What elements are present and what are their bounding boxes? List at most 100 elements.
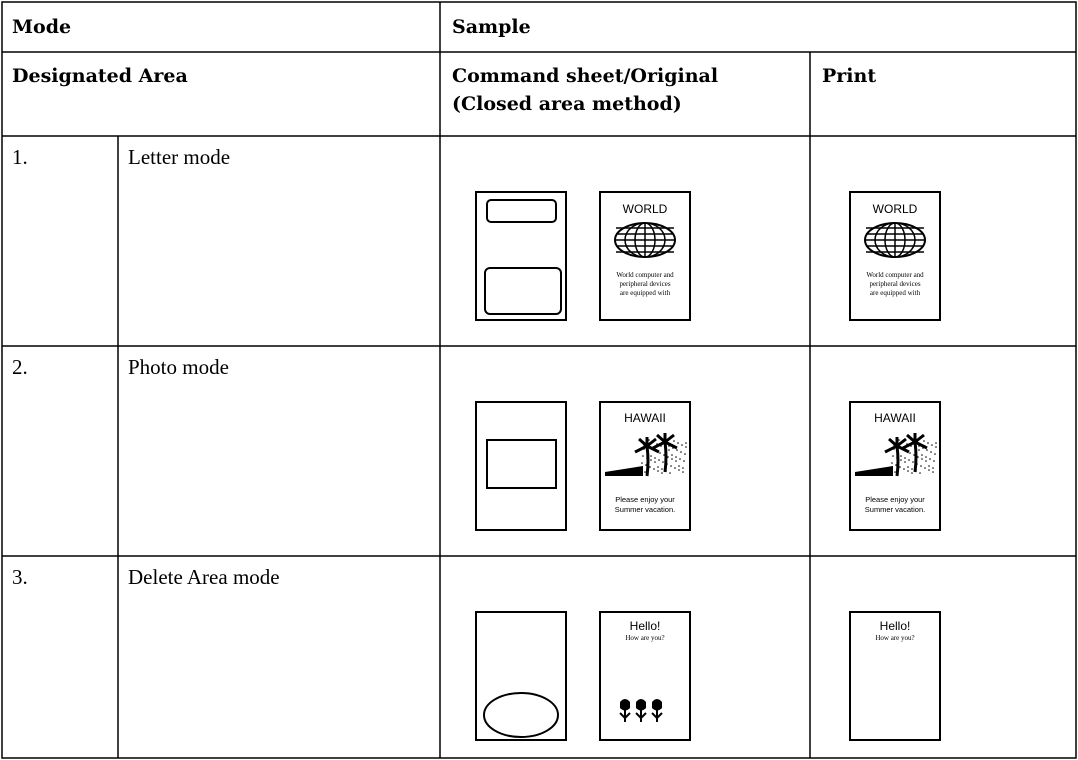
dot: [930, 451, 932, 453]
header-cell: Sample: [452, 16, 531, 38]
palm-leaves: [634, 437, 660, 454]
original-page: [599, 611, 691, 741]
tulip: [652, 699, 662, 711]
dot: [921, 458, 923, 460]
dot: [900, 455, 902, 457]
dot: [669, 472, 671, 474]
dot: [934, 453, 936, 455]
dot: [667, 456, 669, 458]
dot: [904, 457, 906, 459]
dot: [679, 458, 681, 460]
mode-name: Letter mode: [128, 145, 230, 169]
dot: [898, 439, 900, 441]
print-page: [849, 611, 941, 741]
dot: [903, 468, 905, 470]
dot: [925, 460, 927, 462]
dot: [907, 466, 909, 468]
command-sheet: [475, 191, 567, 321]
dot: [928, 469, 930, 471]
mode-name: Delete Area mode: [128, 565, 280, 589]
dot: [657, 466, 659, 468]
dot: [661, 468, 663, 470]
dot: [678, 465, 680, 467]
dot: [659, 452, 661, 454]
print-text: WORLD: [873, 202, 918, 216]
dot: [927, 442, 929, 444]
palm: [913, 441, 918, 473]
dot: [904, 461, 906, 463]
header-cell: Command sheet/Original: [452, 65, 718, 87]
original-text: World computer and: [616, 271, 674, 279]
row-number: 3.: [12, 565, 28, 589]
dot: [894, 471, 896, 473]
dot: [912, 461, 914, 463]
print-page: [849, 401, 941, 531]
dot: [682, 467, 684, 469]
dot: [663, 454, 665, 456]
dot: [673, 440, 675, 442]
dot: [907, 470, 909, 472]
dot: [648, 439, 650, 441]
dot: [644, 471, 646, 473]
print-text: are equipped with: [870, 289, 921, 297]
dot: [657, 470, 659, 472]
dot: [675, 460, 677, 462]
row-number: 1.: [12, 145, 28, 169]
dot: [658, 459, 660, 461]
palm: [663, 441, 668, 473]
dot: [923, 440, 925, 442]
dot: [911, 468, 913, 470]
original-page: [599, 191, 691, 321]
dot: [641, 462, 643, 464]
dot: [662, 461, 664, 463]
print-page: [849, 191, 941, 321]
dot: [892, 455, 894, 457]
dot: [891, 462, 893, 464]
dot: [932, 471, 934, 473]
dot: [661, 472, 663, 474]
dot: [674, 467, 676, 469]
dot: [920, 465, 922, 467]
tulip: [636, 699, 646, 711]
dot: [900, 459, 902, 461]
print-text: Summer vacation.: [865, 505, 925, 514]
dot: [935, 446, 937, 448]
dot: [919, 472, 921, 474]
dot: [908, 459, 910, 461]
designated-area: [483, 692, 559, 738]
mode-name: Photo mode: [128, 355, 229, 379]
dot: [680, 451, 682, 453]
palm-leaves: [902, 433, 928, 450]
dot: [909, 452, 911, 454]
dot: [683, 460, 685, 462]
row-number: 2.: [12, 355, 28, 379]
dot: [899, 466, 901, 468]
original-text: Please enjoy your: [615, 495, 675, 504]
tulip-stem: [619, 710, 631, 722]
dot: [649, 466, 651, 468]
palm: [645, 445, 650, 477]
header-cell: Designated Area: [12, 65, 188, 87]
dot: [935, 442, 937, 444]
command-sheet: [475, 611, 567, 741]
dot: [645, 464, 647, 466]
original-text: Hello!: [630, 619, 661, 633]
tulip-stem: [635, 710, 647, 722]
palm: [895, 445, 900, 477]
original-page: [599, 401, 691, 531]
tulip-stem: [651, 710, 663, 722]
dot: [668, 449, 670, 451]
original-text: Summer vacation.: [615, 505, 675, 514]
palm-leaves: [884, 437, 910, 454]
original-text: peripheral devices: [619, 280, 670, 288]
print-text: peripheral devices: [869, 280, 920, 288]
command-sheet: [475, 401, 567, 531]
dot: [685, 446, 687, 448]
dot: [671, 458, 673, 460]
dot: [681, 444, 683, 446]
dot: [654, 461, 656, 463]
dot: [684, 453, 686, 455]
dot: [682, 471, 684, 473]
dot: [640, 469, 642, 471]
dot: [895, 464, 897, 466]
